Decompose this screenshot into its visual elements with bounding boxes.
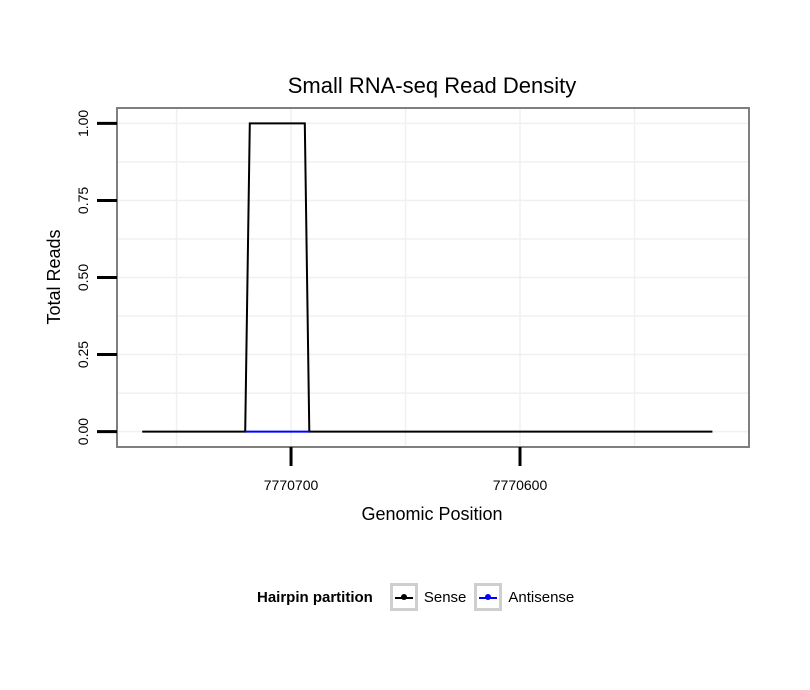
- y-tick-label-2: 0.50: [75, 264, 91, 291]
- legend-label-sense: Sense: [423, 588, 467, 606]
- legend-title: Hairpin partition: [257, 588, 373, 606]
- y-tick-label-0: 0.00: [75, 418, 91, 445]
- series-layer: [142, 122, 713, 433]
- x-axis-label: Genomic Position: [361, 504, 502, 524]
- chart-title: Small RNA-seq Read Density: [288, 73, 577, 98]
- legend-label-antisense: Antisense: [508, 588, 575, 606]
- y-axis: 0.00 0.25 0.50 0.75 1.00: [75, 110, 117, 445]
- y-tick-label-1: 0.25: [75, 341, 91, 368]
- legend-key-sense: [389, 583, 418, 611]
- y-tick-label-3: 0.75: [75, 187, 91, 214]
- x-tick-label-0: 7770700: [264, 477, 319, 493]
- x-axis: 7770700 7770600: [264, 447, 548, 493]
- legend: Hairpin partition Sense Antisense: [257, 580, 582, 614]
- y-axis-label: Total Reads: [44, 229, 64, 324]
- legend-key-antisense: [474, 583, 503, 611]
- y-tick-label-4: 1.00: [75, 110, 91, 137]
- legend-item-antisense: Antisense: [474, 583, 574, 611]
- series-line-sense: [142, 122, 713, 433]
- legend-item-sense: Sense: [389, 583, 467, 611]
- x-tick-label-1: 7770600: [493, 477, 548, 493]
- grid-lines: [117, 108, 749, 447]
